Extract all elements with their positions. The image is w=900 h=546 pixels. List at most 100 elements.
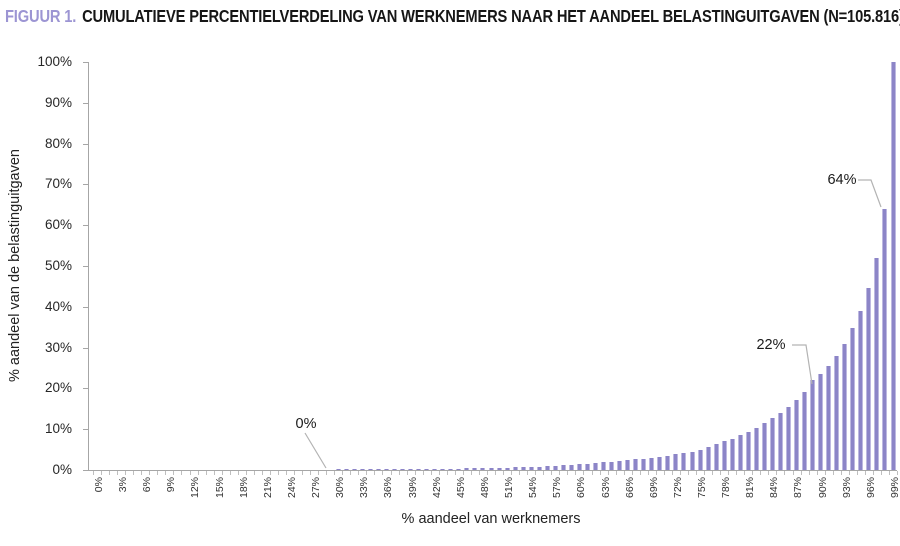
x-axis-tick xyxy=(237,471,239,475)
x-axis-tick xyxy=(101,471,103,475)
x-axis-tick xyxy=(430,471,432,475)
x-axis-tick xyxy=(575,471,577,475)
bar xyxy=(777,413,783,470)
x-tick-label: 36% xyxy=(382,477,395,499)
bar xyxy=(383,469,389,470)
bar xyxy=(560,465,566,470)
x-axis-tick xyxy=(486,471,488,475)
bar xyxy=(810,380,816,470)
x-axis-tick xyxy=(350,471,352,475)
x-axis-tick xyxy=(117,471,119,475)
bar xyxy=(584,464,590,470)
bar xyxy=(890,62,896,470)
bar xyxy=(601,462,607,470)
bar xyxy=(785,407,791,470)
bar xyxy=(512,467,518,470)
x-tick-label: 93% xyxy=(840,477,853,499)
x-tick-label: 81% xyxy=(744,477,757,499)
x-axis-tick xyxy=(897,471,899,475)
bar xyxy=(488,468,494,470)
x-axis-tick xyxy=(687,471,689,475)
bar xyxy=(335,469,341,470)
bar xyxy=(456,469,462,470)
bar xyxy=(657,457,663,470)
bar xyxy=(593,463,599,470)
bar xyxy=(802,392,808,470)
bar xyxy=(367,469,373,470)
y-tick-label: 0% xyxy=(52,462,72,477)
x-axis-tick xyxy=(696,471,698,475)
x-axis-tick xyxy=(181,471,183,475)
y-tick-label: 60% xyxy=(44,217,72,233)
x-axis-tick xyxy=(470,471,472,475)
y-axis-line xyxy=(88,62,89,470)
x-axis-tick xyxy=(880,471,882,475)
x-axis-tick xyxy=(623,471,625,475)
bar xyxy=(649,458,655,470)
x-tick-label: 63% xyxy=(599,477,612,499)
x-axis-tick xyxy=(527,471,529,475)
x-axis-tick xyxy=(93,471,95,475)
bar xyxy=(464,468,470,470)
x-axis-tick xyxy=(334,471,336,475)
bar xyxy=(424,469,430,470)
x-axis-tick xyxy=(671,471,673,475)
x-axis-tick xyxy=(446,471,448,475)
x-axis-tick xyxy=(792,471,794,475)
bar xyxy=(689,452,695,470)
y-axis-tick xyxy=(83,102,88,104)
x-axis-tick xyxy=(591,471,593,475)
figure-label: FIGUUR 1. xyxy=(5,6,77,26)
bar xyxy=(528,467,534,470)
x-axis-tick xyxy=(478,471,480,475)
bar xyxy=(866,288,872,470)
bar xyxy=(496,468,502,470)
x-axis-tick xyxy=(511,471,513,475)
annotation-label: 22% xyxy=(756,337,786,353)
y-axis-tick xyxy=(83,143,88,145)
x-axis-tick xyxy=(141,471,143,475)
y-tick-label: 10% xyxy=(44,421,72,437)
bar xyxy=(826,366,832,470)
x-tick-label: 15% xyxy=(213,477,226,499)
bar xyxy=(842,344,848,470)
x-axis-tick xyxy=(872,471,874,475)
bar xyxy=(625,460,631,470)
bar xyxy=(392,469,398,470)
x-tick-label: 99% xyxy=(888,477,900,499)
x-axis-tick xyxy=(567,471,569,475)
bar xyxy=(850,328,856,470)
bar xyxy=(416,469,422,470)
bar xyxy=(737,435,743,470)
bar xyxy=(504,468,510,470)
chart-title: CUMULATIEVE PERCENTIELVERDELING VAN WERK… xyxy=(82,6,900,26)
x-tick-label: 0% xyxy=(93,477,105,493)
x-axis-tick xyxy=(310,471,312,475)
x-axis-tick xyxy=(599,471,601,475)
bar xyxy=(400,469,406,470)
x-axis-tick xyxy=(712,471,714,475)
x-tick-label: 96% xyxy=(864,477,877,499)
x-axis-tick xyxy=(173,471,175,475)
x-axis-tick xyxy=(157,471,159,475)
bar xyxy=(769,418,775,470)
y-axis-tick xyxy=(83,470,88,471)
x-axis-tick xyxy=(318,471,320,475)
x-axis-line xyxy=(88,470,897,471)
bar xyxy=(697,450,703,470)
x-axis-tick xyxy=(406,471,408,475)
x-axis-tick xyxy=(655,471,657,475)
bar xyxy=(448,469,454,470)
x-tick-label: 90% xyxy=(816,477,829,499)
x-axis-tick xyxy=(269,471,271,475)
x-axis-tick xyxy=(848,471,850,475)
bar xyxy=(681,453,687,470)
x-axis-tick xyxy=(784,471,786,475)
x-tick-label: 48% xyxy=(478,477,491,499)
x-tick-label: 3% xyxy=(117,477,130,493)
bar xyxy=(882,209,888,470)
bar xyxy=(729,439,735,470)
bar xyxy=(713,444,719,470)
x-tick-label: 24% xyxy=(285,477,298,499)
